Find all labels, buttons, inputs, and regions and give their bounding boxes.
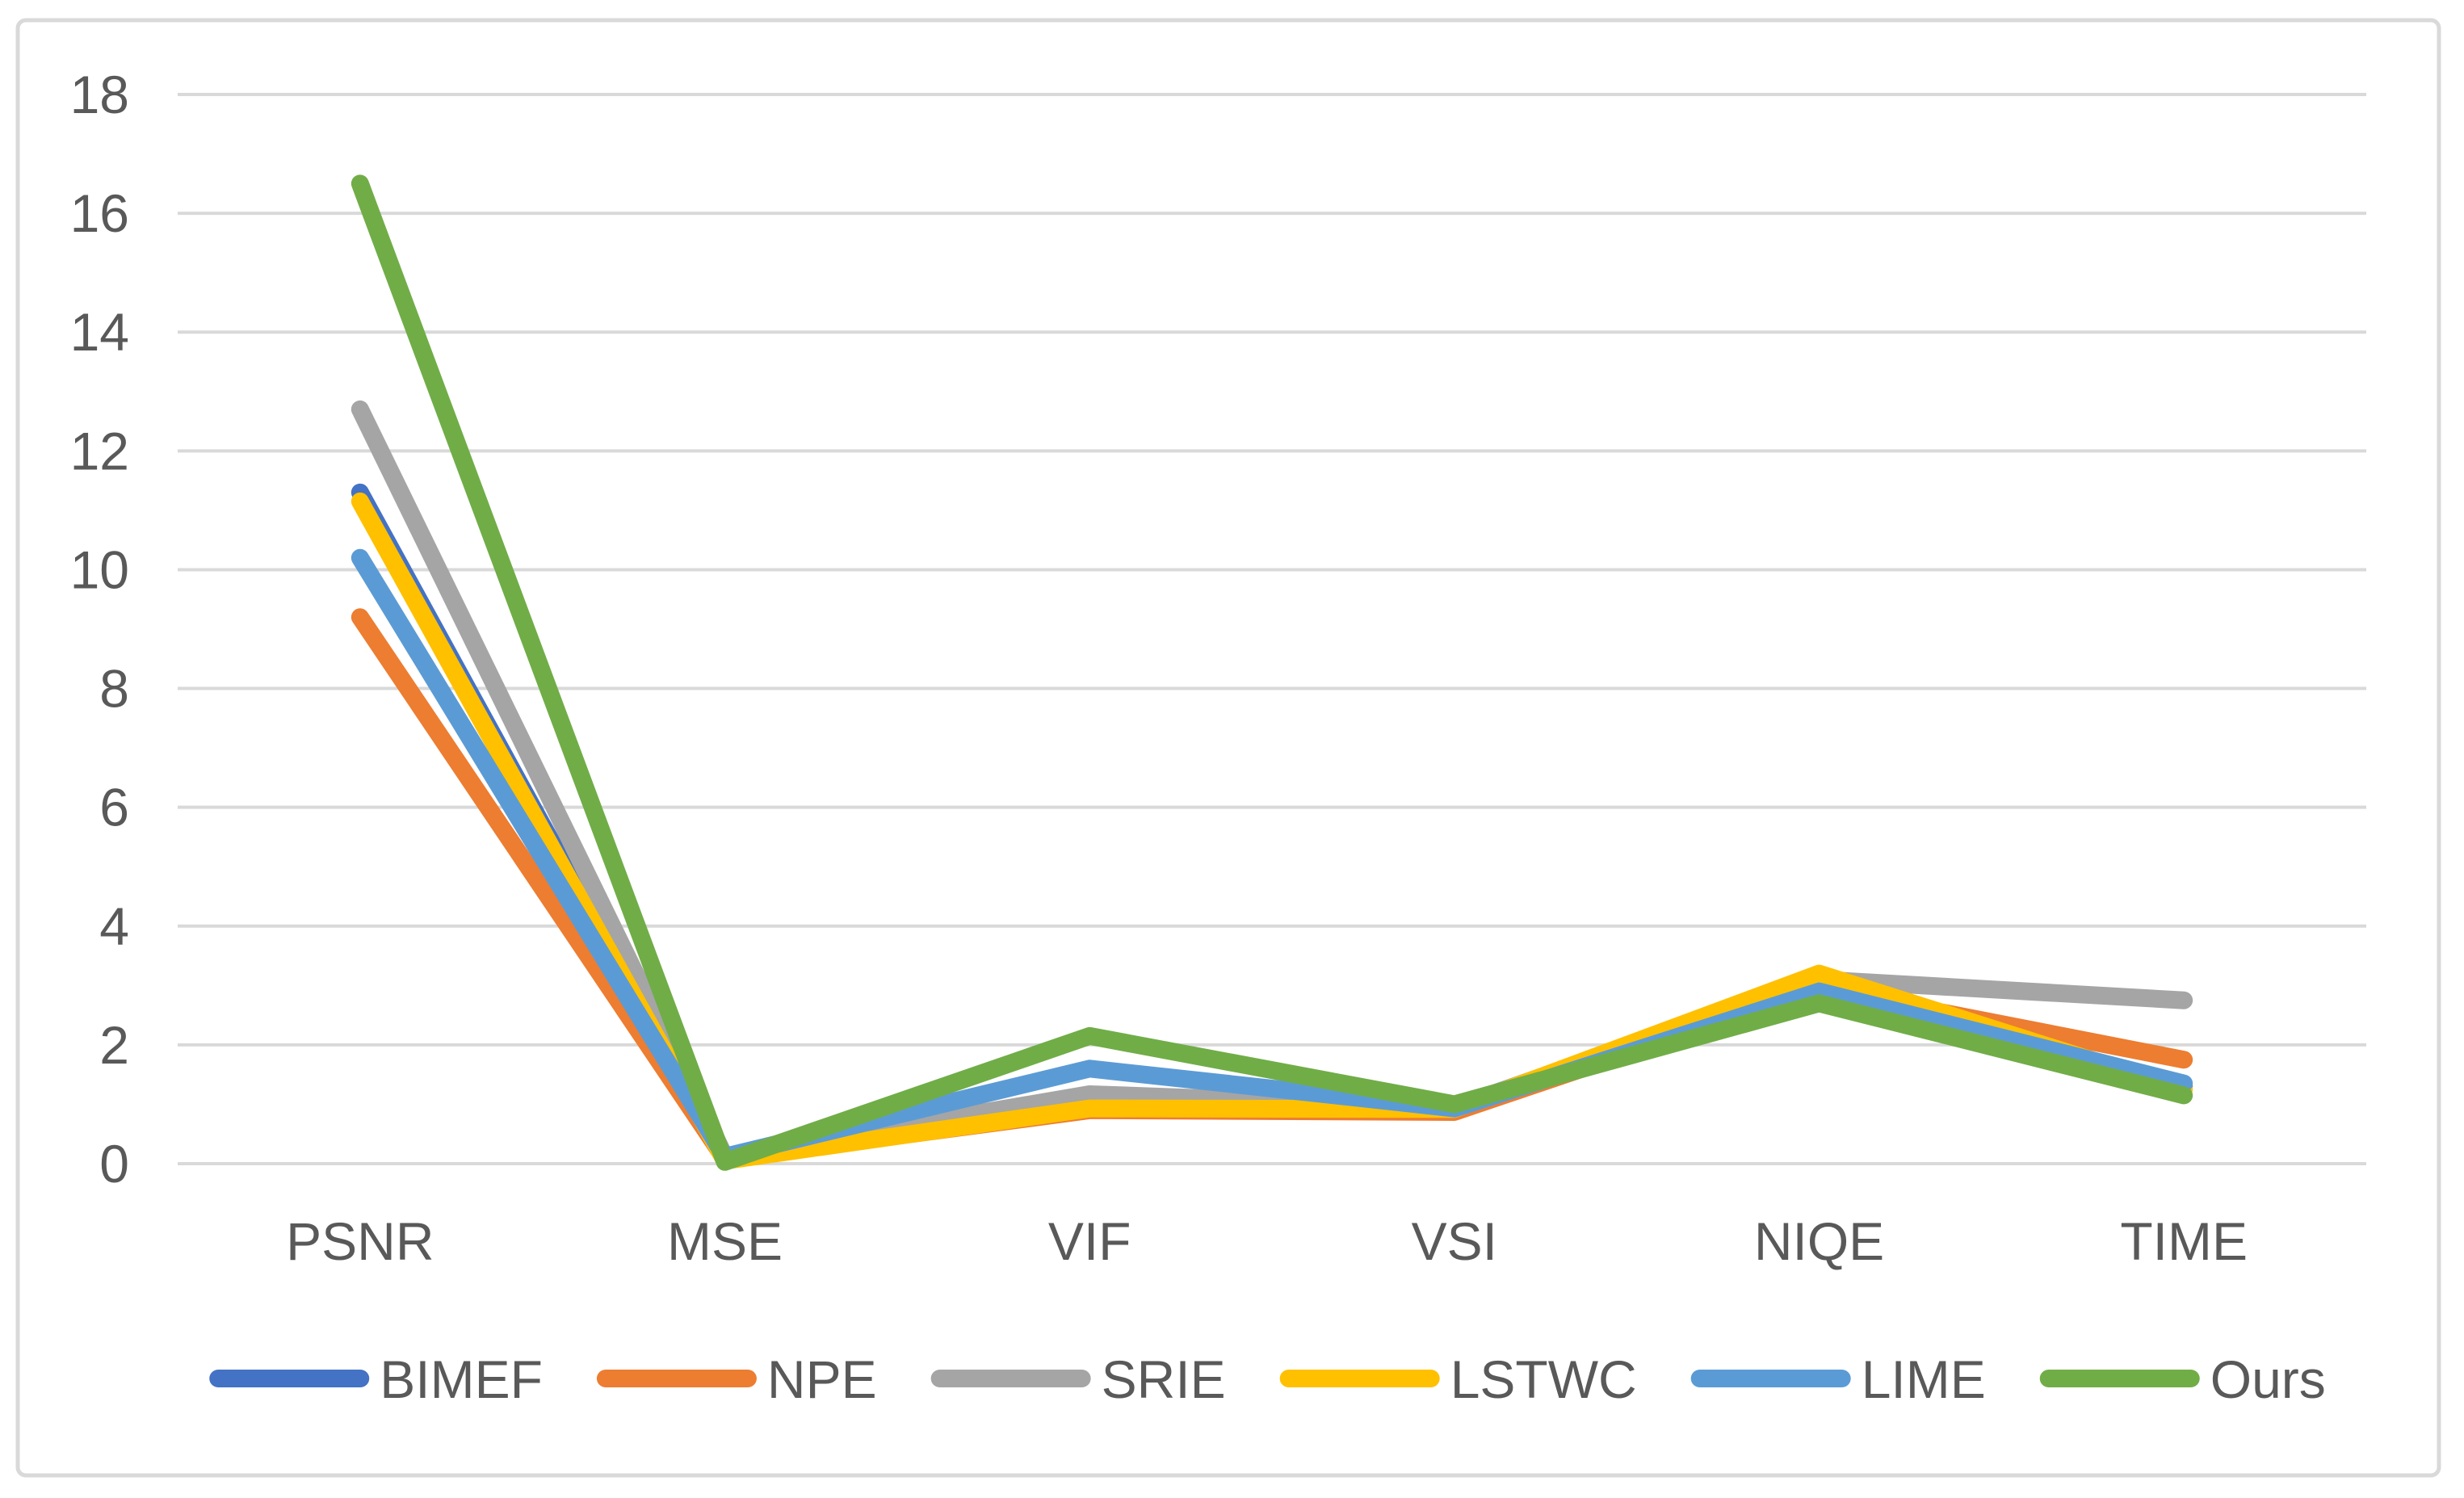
y-tick-label: 6 (99, 778, 129, 837)
y-tick-label: 4 (99, 896, 129, 956)
x-axis-label-time: TIME (2120, 1211, 2248, 1271)
y-tick-label: 12 (70, 421, 129, 480)
legend-item-ours: Ours (2039, 1349, 2326, 1409)
x-axis-label-niqe: NIQE (1754, 1211, 1884, 1271)
chart-frame-border (15, 18, 2441, 1478)
legend-item-bimef: BIMEF (209, 1349, 543, 1409)
y-axis-tick-labels: 0 2 4 6 8 10 12 14 16 18 (70, 65, 129, 1194)
legend-label-ours: Ours (2210, 1349, 2326, 1409)
series-lines-group (351, 174, 2193, 1171)
legend-item-srie: SRIE (930, 1349, 1226, 1409)
x-axis-label-psnr: PSNR (286, 1211, 434, 1271)
y-tick-label: 0 (99, 1134, 129, 1194)
y-tick-label: 2 (99, 1015, 129, 1075)
gridlines-group (178, 93, 2366, 1165)
series-line-ours (351, 174, 2193, 1171)
legend-label-npe: NPE (767, 1349, 877, 1409)
y-tick-label: 18 (70, 65, 129, 124)
x-axis-label-vsi: VSI (1412, 1211, 1497, 1271)
legend-label-srie: SRIE (1102, 1349, 1226, 1409)
series-line-lime (351, 548, 2193, 1166)
y-tick-label: 8 (99, 659, 129, 719)
x-axis-category-labels: PSNR MSE VIF VSI NIQE TIME (286, 1211, 2248, 1271)
y-tick-label: 14 (70, 302, 129, 362)
legend-item-npe: NPE (596, 1349, 877, 1409)
legend-label-lime: LIME (1862, 1349, 1986, 1409)
series-line-bimef (351, 483, 2193, 1167)
y-tick-label: 10 (70, 539, 129, 599)
legend-item-lstwc: LSTWC (1279, 1349, 1637, 1409)
legend-item-lime: LIME (1690, 1349, 1986, 1409)
legend-label-bimef: BIMEF (380, 1349, 543, 1409)
chart-legend: BIMEF NPE SRIE LSTWC LIME Ours (209, 1349, 2326, 1409)
x-axis-label-vif: VIF (1048, 1211, 1131, 1271)
x-axis-label-mse: MSE (667, 1211, 783, 1271)
y-tick-label: 16 (70, 183, 129, 243)
legend-label-lstwc: LSTWC (1450, 1349, 1637, 1409)
